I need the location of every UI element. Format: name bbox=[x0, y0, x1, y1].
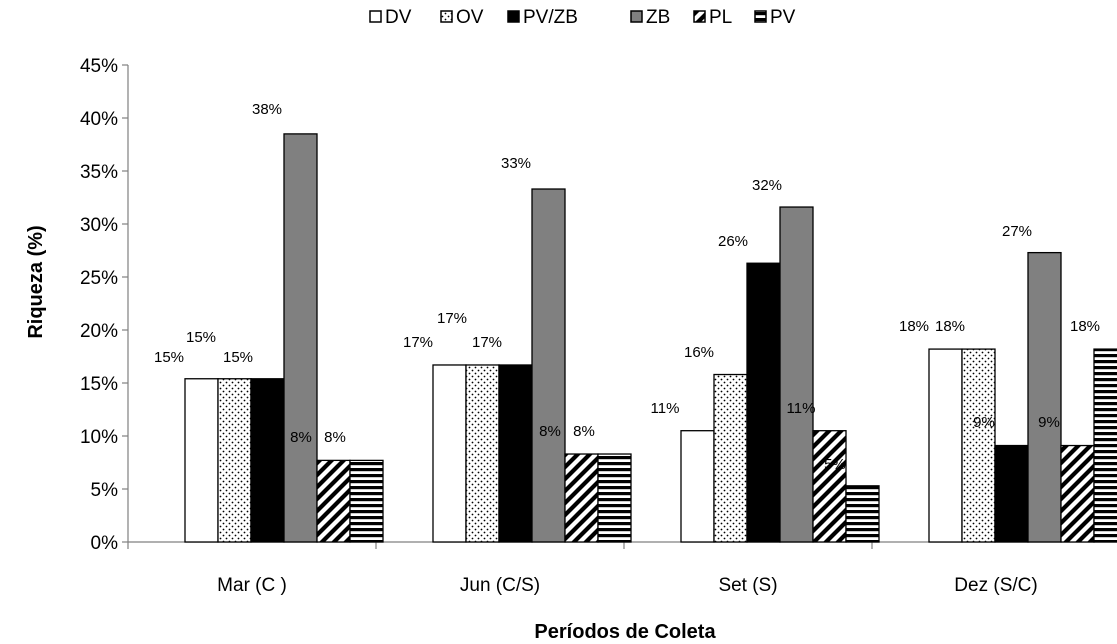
data-label: 15% bbox=[186, 329, 216, 346]
y-tick-label: 15% bbox=[80, 374, 118, 395]
legend-label: DV bbox=[385, 7, 412, 28]
bar-pv bbox=[598, 454, 631, 542]
bar-dv bbox=[433, 365, 466, 542]
legend-swatch bbox=[755, 11, 766, 22]
data-label: 18% bbox=[899, 318, 929, 335]
bar-zb bbox=[780, 207, 813, 542]
data-label: 33% bbox=[501, 155, 531, 172]
data-label: 5% bbox=[824, 456, 846, 473]
y-tick-label: 35% bbox=[80, 162, 118, 183]
data-label: 26% bbox=[718, 233, 748, 250]
x-tick-label: Dez (S/C) bbox=[954, 575, 1037, 596]
legend-label: PL bbox=[709, 7, 732, 28]
bar-zb bbox=[1028, 253, 1061, 542]
data-label: 8% bbox=[573, 423, 595, 440]
data-label: 18% bbox=[935, 318, 965, 335]
data-label: 18% bbox=[1070, 318, 1100, 335]
legend-swatch bbox=[370, 11, 381, 22]
y-tick-label: 0% bbox=[91, 533, 119, 554]
bar-pv-zb bbox=[995, 446, 1028, 542]
data-label: 17% bbox=[403, 334, 433, 351]
legend-label: OV bbox=[456, 7, 484, 28]
data-label: 8% bbox=[539, 423, 561, 440]
bar-dv bbox=[681, 431, 714, 542]
y-tick-label: 25% bbox=[80, 268, 118, 289]
data-label: 9% bbox=[973, 414, 995, 431]
bar-dv bbox=[185, 379, 218, 542]
x-tick-label: Jun (C/S) bbox=[460, 575, 540, 596]
legend-swatch bbox=[631, 11, 642, 22]
y-tick-label: 30% bbox=[80, 215, 118, 236]
x-tick-label: Mar (C ) bbox=[217, 575, 287, 596]
bar-ov bbox=[218, 379, 251, 542]
y-axis-title: Riqueza (%) bbox=[25, 225, 47, 338]
bar-ov bbox=[714, 375, 747, 542]
bar-pv-zb bbox=[499, 365, 532, 542]
legend-swatch bbox=[441, 11, 452, 22]
data-label: 15% bbox=[154, 349, 184, 366]
bar-zb bbox=[532, 189, 565, 542]
y-tick-label: 45% bbox=[80, 56, 118, 77]
y-tick-label: 10% bbox=[80, 427, 118, 448]
bar-pl bbox=[317, 460, 350, 542]
data-label: 17% bbox=[437, 310, 467, 327]
data-label: 38% bbox=[252, 101, 282, 118]
data-label: 11% bbox=[787, 400, 816, 417]
data-label: 9% bbox=[1038, 414, 1060, 431]
data-label: 8% bbox=[290, 429, 312, 446]
bar-pv bbox=[846, 486, 879, 542]
legend-label: PV/ZB bbox=[523, 7, 578, 28]
legend-label: PV bbox=[770, 7, 796, 28]
x-tick-label: Set (S) bbox=[718, 575, 777, 596]
bar-ov bbox=[466, 365, 499, 542]
legend: DV OV PV/ZB ZB PL PV bbox=[370, 7, 796, 28]
bar-ov bbox=[962, 349, 995, 542]
data-label: 11% bbox=[651, 400, 680, 417]
data-label: 32% bbox=[752, 177, 782, 194]
y-tick-label: 5% bbox=[91, 480, 119, 501]
bar-zb bbox=[284, 134, 317, 542]
bar-pl bbox=[813, 431, 846, 542]
bar-pv bbox=[1094, 349, 1117, 542]
data-label: 16% bbox=[684, 344, 714, 361]
bar-pl bbox=[1061, 446, 1094, 542]
legend-swatch bbox=[694, 11, 705, 22]
y-tick-label: 20% bbox=[80, 321, 118, 342]
data-label: 15% bbox=[223, 349, 253, 366]
legend-swatch bbox=[508, 11, 519, 22]
data-label: 17% bbox=[472, 334, 502, 351]
legend-label: ZB bbox=[646, 7, 670, 28]
bar-pv-zb bbox=[251, 379, 284, 542]
bar-dv bbox=[929, 349, 962, 542]
bar-pv-zb bbox=[747, 263, 780, 542]
bar-pl bbox=[565, 454, 598, 542]
bar-pv bbox=[350, 460, 383, 542]
x-axis-title: Períodos de Coleta bbox=[534, 621, 716, 643]
data-label: 27% bbox=[1002, 223, 1032, 240]
bars bbox=[185, 134, 1117, 542]
data-label: 8% bbox=[324, 429, 346, 446]
y-tick-label: 40% bbox=[80, 109, 118, 130]
